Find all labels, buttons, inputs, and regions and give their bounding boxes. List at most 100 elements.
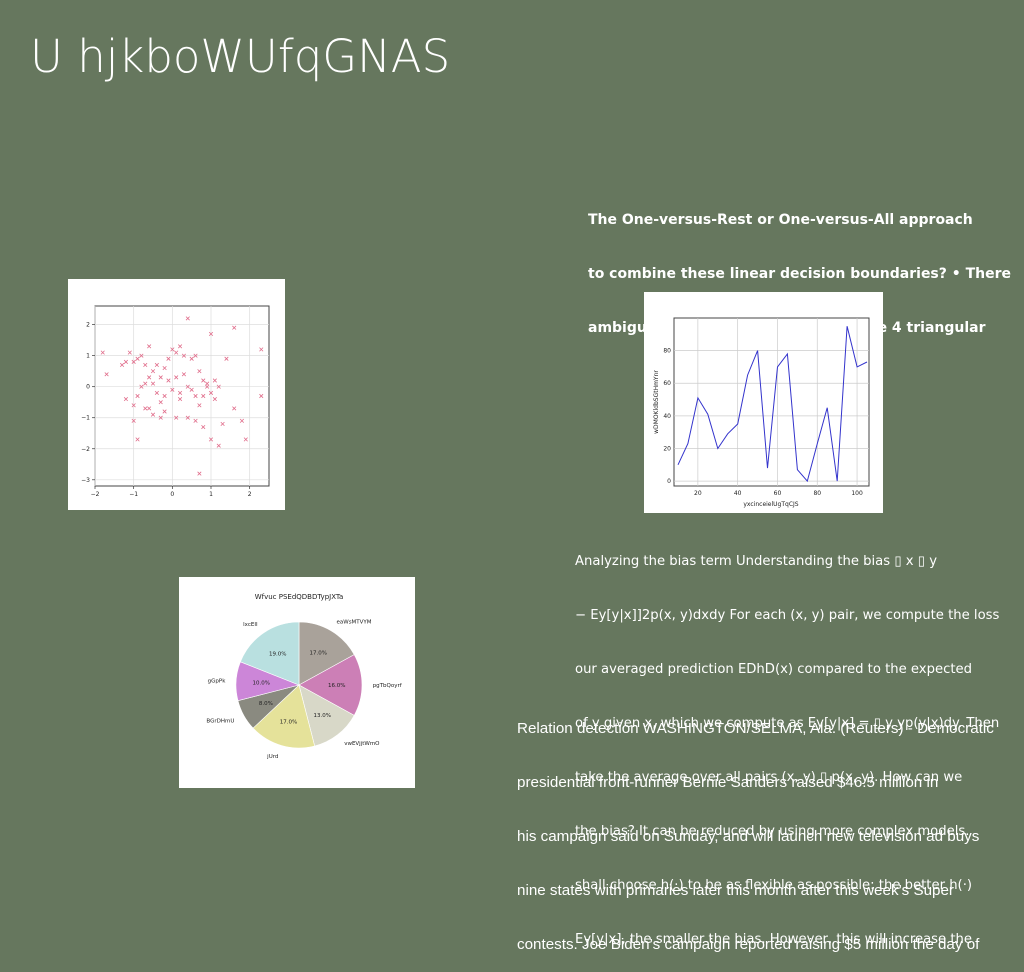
scatter-point <box>104 372 109 377</box>
scatter-point <box>189 356 194 361</box>
scatter-point <box>123 359 129 364</box>
scatter-point <box>158 400 163 405</box>
scatter-point <box>147 406 152 411</box>
scatter-point <box>154 362 159 368</box>
scatter-ytick-label: −1 <box>81 415 90 422</box>
pie-slice-label: pgTbQoyrf <box>373 683 403 689</box>
pie-chart-title: Wfvuc PSEdQDBDTypJXTa <box>255 593 344 601</box>
scatter-ytick-label: 0 <box>86 384 90 391</box>
scatter-point <box>220 421 225 427</box>
scatter-point <box>205 381 210 386</box>
scatter-point <box>197 471 202 476</box>
scatter-point <box>185 316 190 321</box>
paragraph-line: of y given x, which we compute as Ey[y|x… <box>575 716 1000 731</box>
scatter-point <box>208 331 214 337</box>
scatter-point <box>201 393 206 399</box>
scatter-point <box>232 406 237 411</box>
scatter-plot-frame <box>94 305 270 487</box>
scatter-point <box>131 359 136 364</box>
scatter-point <box>158 375 163 380</box>
scatter-point <box>166 356 171 361</box>
news-paragraph: Relation detection WASHINGTON/SELMA, Ala… <box>517 684 1024 972</box>
news-line: his campaign said on Sunday, and will la… <box>517 828 980 845</box>
scatter-point <box>135 393 140 399</box>
scatter-point <box>139 384 144 389</box>
scatter-point <box>208 390 214 395</box>
line-ytick-label: 20 <box>663 445 671 452</box>
scatter-point <box>216 443 221 448</box>
scatter-point <box>177 344 183 349</box>
scatter-point <box>150 381 156 386</box>
pie-slice <box>298 621 355 686</box>
pie-slice <box>240 621 300 686</box>
scatter-xtick-label: −2 <box>91 491 100 498</box>
scatter-point <box>212 397 217 402</box>
scatter-point <box>147 375 152 380</box>
scatter-point <box>212 378 217 383</box>
pie-slice-label: eaWsMTVYM <box>337 620 372 626</box>
news-line: presidential front-runner Bernie Sanders… <box>517 774 939 791</box>
pie-slice-label: lxcEII <box>243 622 258 628</box>
news-line: Relation detection WASHINGTON/SELMA, Ala… <box>517 720 994 737</box>
pie-slice-percent: 10.0% <box>253 681 270 687</box>
scatter-chart-panel: −2 −1 0 1 2 −3 −2 −1 0 1 2 <box>68 279 285 510</box>
scatter-point <box>239 418 245 423</box>
slide-title: U hjkboWUfqGNAS <box>30 30 451 83</box>
scatter-point <box>162 365 167 371</box>
scatter-point <box>150 369 156 374</box>
scatter-point <box>181 353 187 358</box>
scatter-point <box>139 353 144 358</box>
line-plot-frame <box>673 317 870 487</box>
line-ytick-label: 80 <box>663 348 671 355</box>
scatter-point <box>189 387 194 392</box>
paragraph-line: − Ey[y|x]]2p(x, y)dxdy For each (x, y) p… <box>575 608 1000 623</box>
scatter-point <box>135 356 140 361</box>
scatter-point <box>232 325 237 330</box>
line-chart-ylabel: wDMOKldbSGtHmYnr <box>653 370 660 434</box>
pie-slice-percent: 8.0% <box>259 701 273 707</box>
scatter-point <box>259 347 264 352</box>
scatter-point <box>243 437 248 442</box>
bold-text-line: The One-versus-Rest or One-versus-All ap… <box>588 212 973 228</box>
scatter-point <box>201 424 206 430</box>
line-ytick-label: 40 <box>663 413 671 420</box>
scatter-point <box>166 378 171 383</box>
scatter-point <box>150 412 156 417</box>
scatter-point <box>143 362 148 368</box>
scatter-point <box>158 415 163 420</box>
line-series <box>677 326 868 483</box>
line-chart-panel: yxcinceielUgTqCJS wDMOKldbSGtHmYnr 20 40 6… <box>644 292 883 513</box>
scatter-point <box>208 437 214 442</box>
scatter-point <box>147 344 152 349</box>
scatter-ytick-label: 1 <box>86 353 90 360</box>
line-chart-xlabel: yxcinceielUgTqCJS <box>743 501 798 508</box>
scatter-point <box>185 415 190 420</box>
paragraph-line: Analyzing the bias term Understanding th… <box>575 554 938 569</box>
scatter-point <box>259 393 264 399</box>
scatter-point <box>123 397 129 402</box>
scatter-point <box>174 350 179 355</box>
pie-slice-percent: 16.0% <box>328 683 345 689</box>
scatter-ytick-label: −3 <box>81 477 90 484</box>
scatter-point <box>216 384 221 389</box>
line-xtick-label: 40 <box>734 490 742 497</box>
scatter-point <box>143 381 148 386</box>
line-xtick-label: 80 <box>813 490 821 497</box>
scatter-point <box>154 390 159 395</box>
scatter-point <box>119 362 125 368</box>
scatter-point <box>205 384 210 389</box>
scatter-point <box>224 356 229 361</box>
scatter-point <box>170 387 175 392</box>
pie-slice <box>298 654 363 716</box>
news-line: nine states with primaries later this mo… <box>517 882 954 899</box>
pie-slice-percent: 13.0% <box>313 713 330 719</box>
scatter-point <box>177 397 183 402</box>
scatter-point <box>143 406 148 411</box>
scatter-ytick-label: −2 <box>81 446 90 453</box>
pie-chart-panel: Wfvuc PSEdQDBDTypJXTa 17.0% eaWsMTVYM 16.0… <box>179 577 415 788</box>
line-xtick-label: 60 <box>774 490 782 497</box>
pie-slice-percent: 19.0% <box>269 652 286 658</box>
paragraph-line: take the average over all pairs (x, y) ▯… <box>575 770 963 785</box>
scatter-point <box>170 347 175 352</box>
